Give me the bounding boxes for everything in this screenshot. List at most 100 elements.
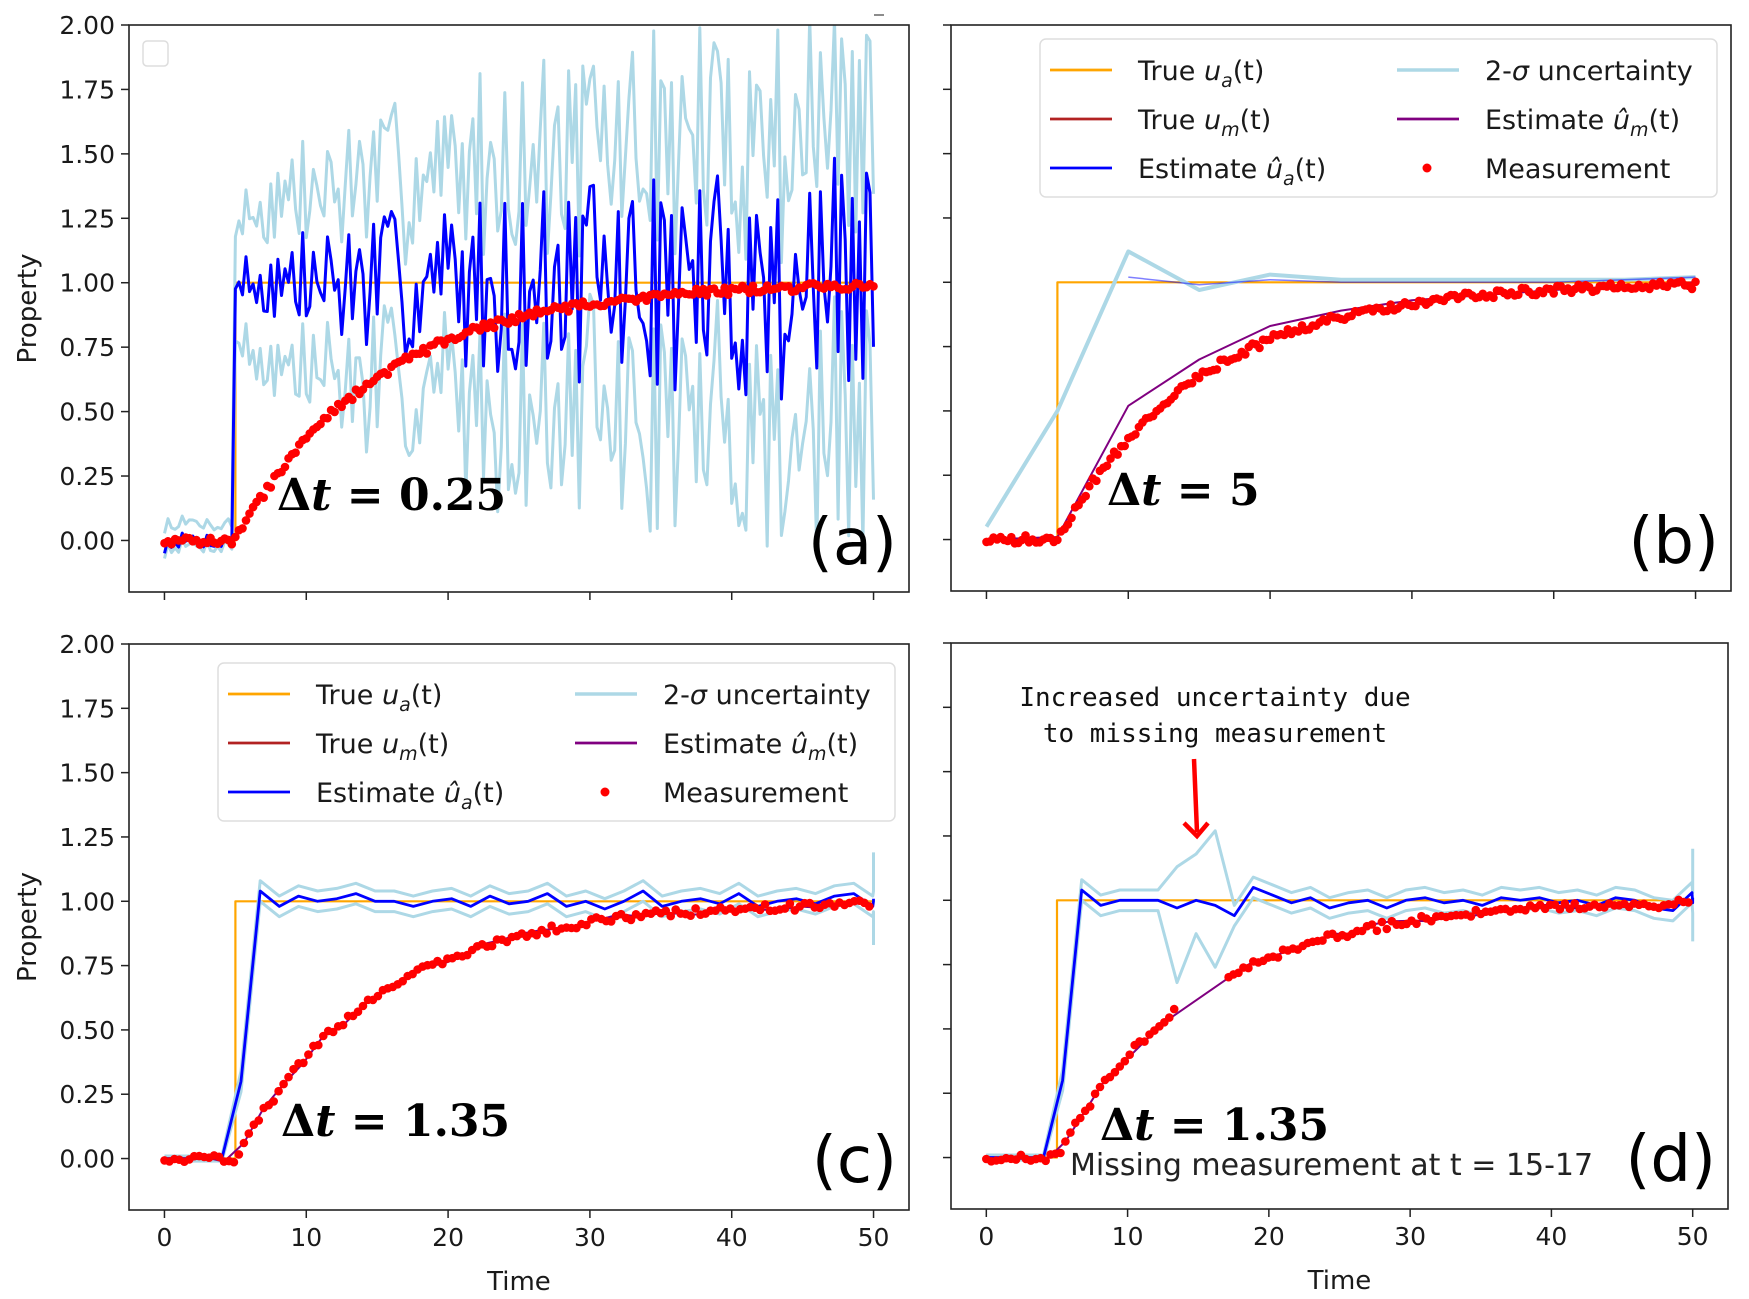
measurement-point <box>785 899 795 908</box>
panel-label: (a) <box>808 506 897 580</box>
measurement-point <box>564 307 573 316</box>
measurement-point <box>582 920 591 930</box>
measurement-point <box>699 284 708 294</box>
axes-frame <box>950 24 1732 592</box>
panel-label: (d) <box>1625 1123 1716 1197</box>
measurement-point <box>314 1040 323 1050</box>
x-tick-label: 30 <box>1394 1222 1426 1251</box>
measurement-point <box>269 1097 279 1106</box>
measurement-point <box>542 929 551 938</box>
measurement-point <box>1165 1013 1174 1022</box>
measurement-point <box>865 902 874 911</box>
y-tick-label: 1.75 <box>59 75 115 104</box>
measurement-point <box>1255 343 1264 353</box>
measurement-point <box>475 326 485 335</box>
measurement-point <box>1076 1113 1085 1123</box>
callout-text: to missing measurement <box>1043 719 1387 749</box>
series-estimate-ua <box>986 886 1695 1159</box>
measurement-point <box>606 917 616 926</box>
measurement-point <box>1691 277 1700 287</box>
measurement-point <box>626 915 636 925</box>
legend-item-unc: 2-σ uncertainty <box>1397 56 1693 87</box>
x-tick-label: 50 <box>1677 1222 1709 1251</box>
measurement-point <box>1194 373 1204 383</box>
measurement-point <box>489 323 499 333</box>
legend-item-unc: 2-σ uncertainty <box>575 680 871 711</box>
measurement-point <box>1066 1128 1075 1137</box>
callout-arrow <box>1191 758 1200 833</box>
measurement-point <box>748 281 758 291</box>
y-tick-label: 1.00 <box>59 887 115 916</box>
measurement-point <box>227 539 237 549</box>
measurement-point <box>244 1129 254 1138</box>
measurement-point <box>1102 461 1112 471</box>
plot-area-c <box>160 852 875 1167</box>
measurement-point <box>245 509 254 518</box>
measurement-point <box>1489 293 1498 303</box>
legend: True ua(t) True um(t) Estimate ûa(t) 2-σ un… <box>217 662 896 822</box>
axes-frame <box>950 642 1729 1210</box>
measurement-point <box>274 1086 283 1096</box>
measurement-point <box>666 911 675 921</box>
callout-arrowhead <box>1182 821 1210 840</box>
measurement-point <box>234 1150 244 1159</box>
measurement-point <box>1514 290 1523 300</box>
legend-label: True um(t) <box>315 729 449 765</box>
legend-label: Measurement <box>663 778 848 809</box>
x-tick-label: 0 <box>157 1223 173 1252</box>
measurement-point <box>304 1050 313 1059</box>
measurement-point <box>259 493 269 503</box>
axes-frame <box>128 643 910 1211</box>
measurement-point <box>280 462 290 472</box>
y-tick-label: 1.75 <box>59 694 115 723</box>
measurement-point <box>1067 513 1076 523</box>
measurement-point <box>231 532 240 542</box>
measurement-point <box>358 1001 368 1011</box>
legend: True ua(t) True um(t) Estimate ûa(t) 2-σ un… <box>1039 38 1718 198</box>
panel-a: 0.00 0.25 0.50 0.75 1.00 1.25 1.50 1.75 2.00 Prop… <box>13 11 910 600</box>
measurement-point <box>279 1079 288 1089</box>
x-tick-label: 10 <box>290 1223 322 1252</box>
measurement-point <box>1684 898 1693 907</box>
series-uncertainty-lower <box>164 899 875 1163</box>
x-tick-label: 40 <box>1536 1222 1568 1251</box>
dt-annotation: Δt = 5 <box>1107 465 1260 516</box>
legend-item-true-ua: True ua(t) <box>1050 56 1264 92</box>
y-tick-label: 0.75 <box>59 333 115 362</box>
panel-b: (b) Δt = 5 True ua(t) True um(t) Estimate ûa… <box>943 24 1732 599</box>
measurement-point <box>1063 520 1073 529</box>
measurement-point <box>869 282 878 291</box>
measurement-point <box>330 407 339 417</box>
measurement-point <box>1125 1050 1134 1059</box>
y-axis-label: Property <box>13 872 43 982</box>
measurement-point <box>1085 1102 1095 1111</box>
legend-label: True um(t) <box>1137 105 1271 141</box>
y-axis-label: Property <box>13 253 43 363</box>
measurement-point <box>1106 454 1115 463</box>
measurement-point <box>1053 535 1062 545</box>
series-uncertainty-upper <box>984 249 1696 528</box>
measurement-point <box>1382 306 1392 316</box>
legend-item-est-um: Estimate ûm(t) <box>575 729 858 765</box>
legend-marker <box>1422 163 1432 173</box>
measurement-point <box>1092 476 1101 486</box>
measurement-point <box>1095 1082 1105 1092</box>
measurement-point <box>1090 1089 1100 1099</box>
measurement-point <box>1372 926 1382 936</box>
panel-label: (c) <box>812 1124 897 1198</box>
series-uncertainty-upper <box>986 829 1695 1157</box>
measurement-point <box>1244 963 1253 973</box>
measurement-point <box>487 941 497 951</box>
x-tick-label: 20 <box>432 1223 464 1252</box>
series-estimate-ua <box>1128 276 1696 286</box>
measurement-point <box>1687 284 1697 294</box>
measurement-point <box>254 1116 264 1125</box>
measurement-point <box>266 483 276 492</box>
legend-item-est-um: Estimate ûm(t) <box>1397 105 1680 141</box>
measurement-point <box>422 349 432 358</box>
measurement-point <box>1140 1037 1149 1046</box>
x-tick-label: 40 <box>716 1223 748 1252</box>
measurement-point <box>720 283 729 293</box>
measurement-point <box>1110 1067 1120 1077</box>
